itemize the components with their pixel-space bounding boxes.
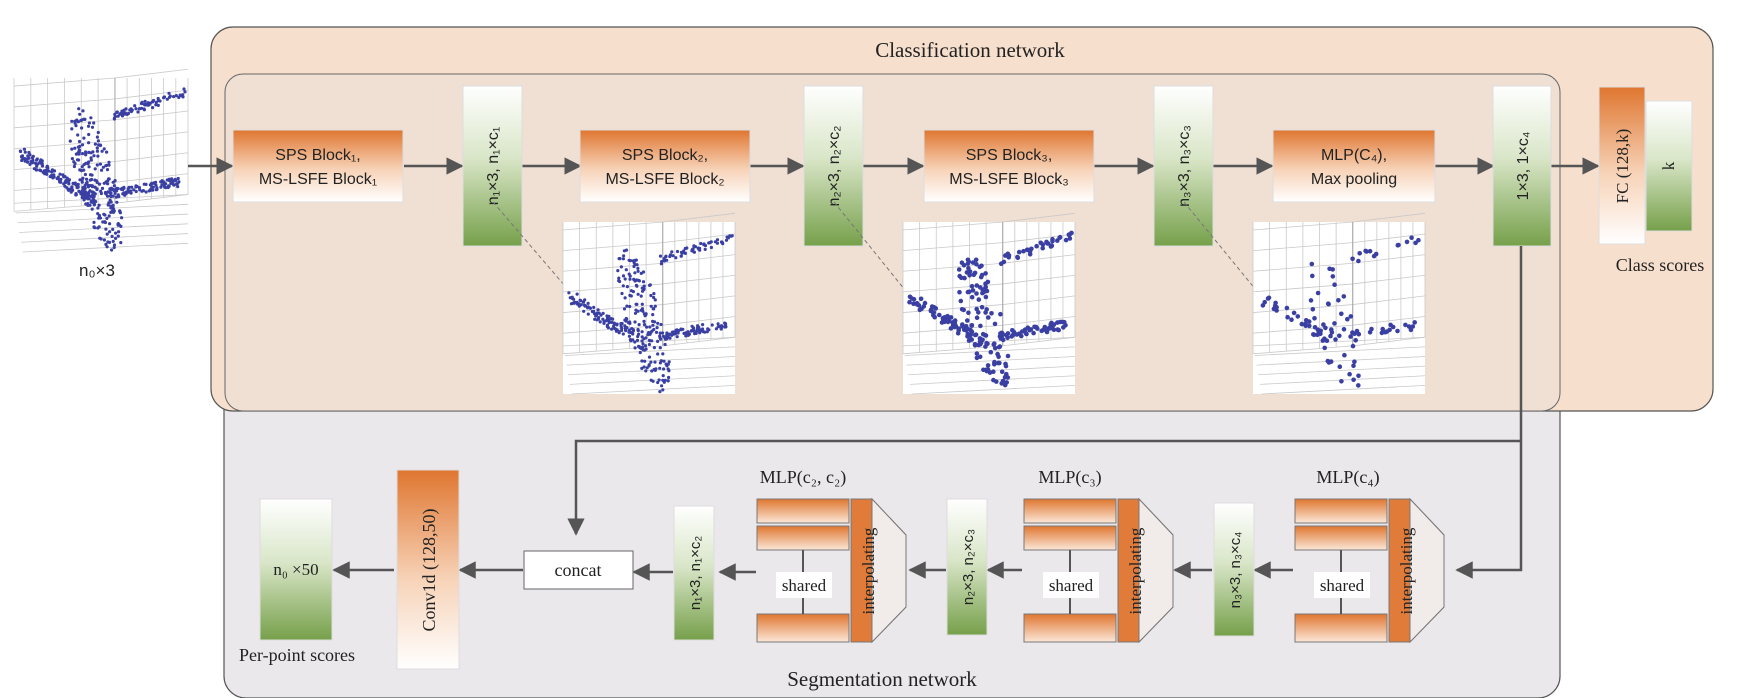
sps-block-3: SPS Block₃, MS-LSFE Block₃: [923, 129, 1095, 203]
concat-block: concat: [523, 550, 634, 590]
feature-bar-2-label: n₂×3, n₂×c₂: [826, 126, 843, 207]
mlp-c2-label: MLP(c₂, c₂): [760, 467, 847, 488]
classification-title: Classification network: [875, 38, 1065, 62]
fc-block: FC (128,k): [1598, 86, 1646, 245]
input-label: n₀×3: [79, 261, 115, 280]
per-point-scores-label: Per-point scores: [239, 645, 355, 665]
class-scores-label: Class scores: [1616, 255, 1705, 275]
feature-bar-1-label: n₁×3, n₁×c₁: [485, 127, 502, 205]
seg-feature-2: n₂×3, n₂×c₃: [946, 498, 988, 636]
feature-bar-4-label: 1×3, 1×c₄: [1515, 132, 1532, 201]
feature-bar-3-label: n₃×3, n₃×c₃: [1176, 125, 1193, 207]
interp-label-c4: interpolating: [1397, 527, 1416, 614]
point-cloud-stage-1: [562, 212, 736, 395]
dashed-connectors: [492, 201, 1257, 291]
sps-block-2-line1: SPS Block₂,: [622, 147, 708, 164]
seg-feature-1-label: n₁×3, n₁×c₂: [687, 536, 704, 611]
interp-label-c3: interpolating: [1126, 527, 1145, 614]
sps-block-3-line1: SPS Block₃,: [966, 147, 1053, 164]
point-cloud-stage-2: [902, 212, 1076, 395]
feature-bar-2: n₂×3, n₂×c₂: [803, 85, 864, 247]
shared-label-c4: shared: [1320, 576, 1365, 595]
sps-block-2: SPS Block₂, MS-LSFE Block₂: [579, 129, 751, 203]
mlp-maxpool-line2: Max pooling: [1311, 171, 1397, 188]
seg-module-c4: MLP(c₄) shared interpolating: [1294, 467, 1445, 644]
segmentation-title: Segmentation network: [787, 667, 977, 691]
sps-block-1: SPS Block₁, MS-LSFE Block₁: [232, 129, 404, 203]
seg-module-c2: MLP(c₂, c₂) shared interpolating: [756, 467, 907, 644]
per-point-output-bar: n₀ ×50: [259, 498, 333, 641]
mlp-maxpool-block: MLP(C₄), Max pooling: [1272, 129, 1436, 203]
k-label: k: [1659, 161, 1678, 170]
feature-bar-1: n₁×3, n₁×c₁: [462, 85, 523, 247]
seg-feature-2-label: n₂×3, n₂×c₃: [960, 529, 977, 605]
inner-classification-frame: [224, 73, 1561, 412]
sps-block-1-line2: MS-LSFE Block₁: [259, 171, 377, 188]
fc-label: FC (128,k): [1613, 129, 1632, 204]
shared-label-c3: shared: [1049, 576, 1094, 595]
mlp-c3-label: MLP(c₃): [1038, 467, 1101, 488]
output-label: n₀ ×50: [273, 560, 318, 579]
mlp-c4-label: MLP(c₄): [1316, 467, 1379, 488]
seg-feature-3-label: n₃×3, n₃×c₄: [1227, 532, 1244, 609]
k-output-bar: k: [1645, 100, 1693, 232]
shared-label-c2: shared: [782, 576, 827, 595]
seg-feature-3: n₃×3, n₃×c₄: [1213, 502, 1255, 637]
segmentation-connectors: [332, 246, 1523, 581]
conv1d-label: Conv1d (128,50): [419, 509, 440, 632]
concat-label: concat: [555, 560, 602, 580]
interp-label-c2: interpolating: [859, 527, 878, 614]
mlp-maxpool-line1: MLP(C₄),: [1321, 147, 1387, 164]
sps-block-3-line2: MS-LSFE Block₃: [949, 171, 1068, 188]
sps-block-2-line2: MS-LSFE Block₂: [605, 171, 724, 188]
feature-bar-4: 1×3, 1×c₄: [1492, 85, 1552, 247]
seg-feature-1: n₁×3, n₁×c₂: [673, 505, 715, 641]
sps-block-1-line1: SPS Block₁,: [275, 147, 360, 164]
conv1d-block: Conv1d (128,50): [396, 469, 460, 670]
input-point-cloud: [13, 68, 189, 253]
seg-module-c3: MLP(c₃) shared interpolating: [1023, 467, 1174, 644]
point-cloud-stage-3: [1252, 212, 1426, 395]
feature-bar-3: n₃×3, n₃×c₃: [1153, 85, 1214, 247]
